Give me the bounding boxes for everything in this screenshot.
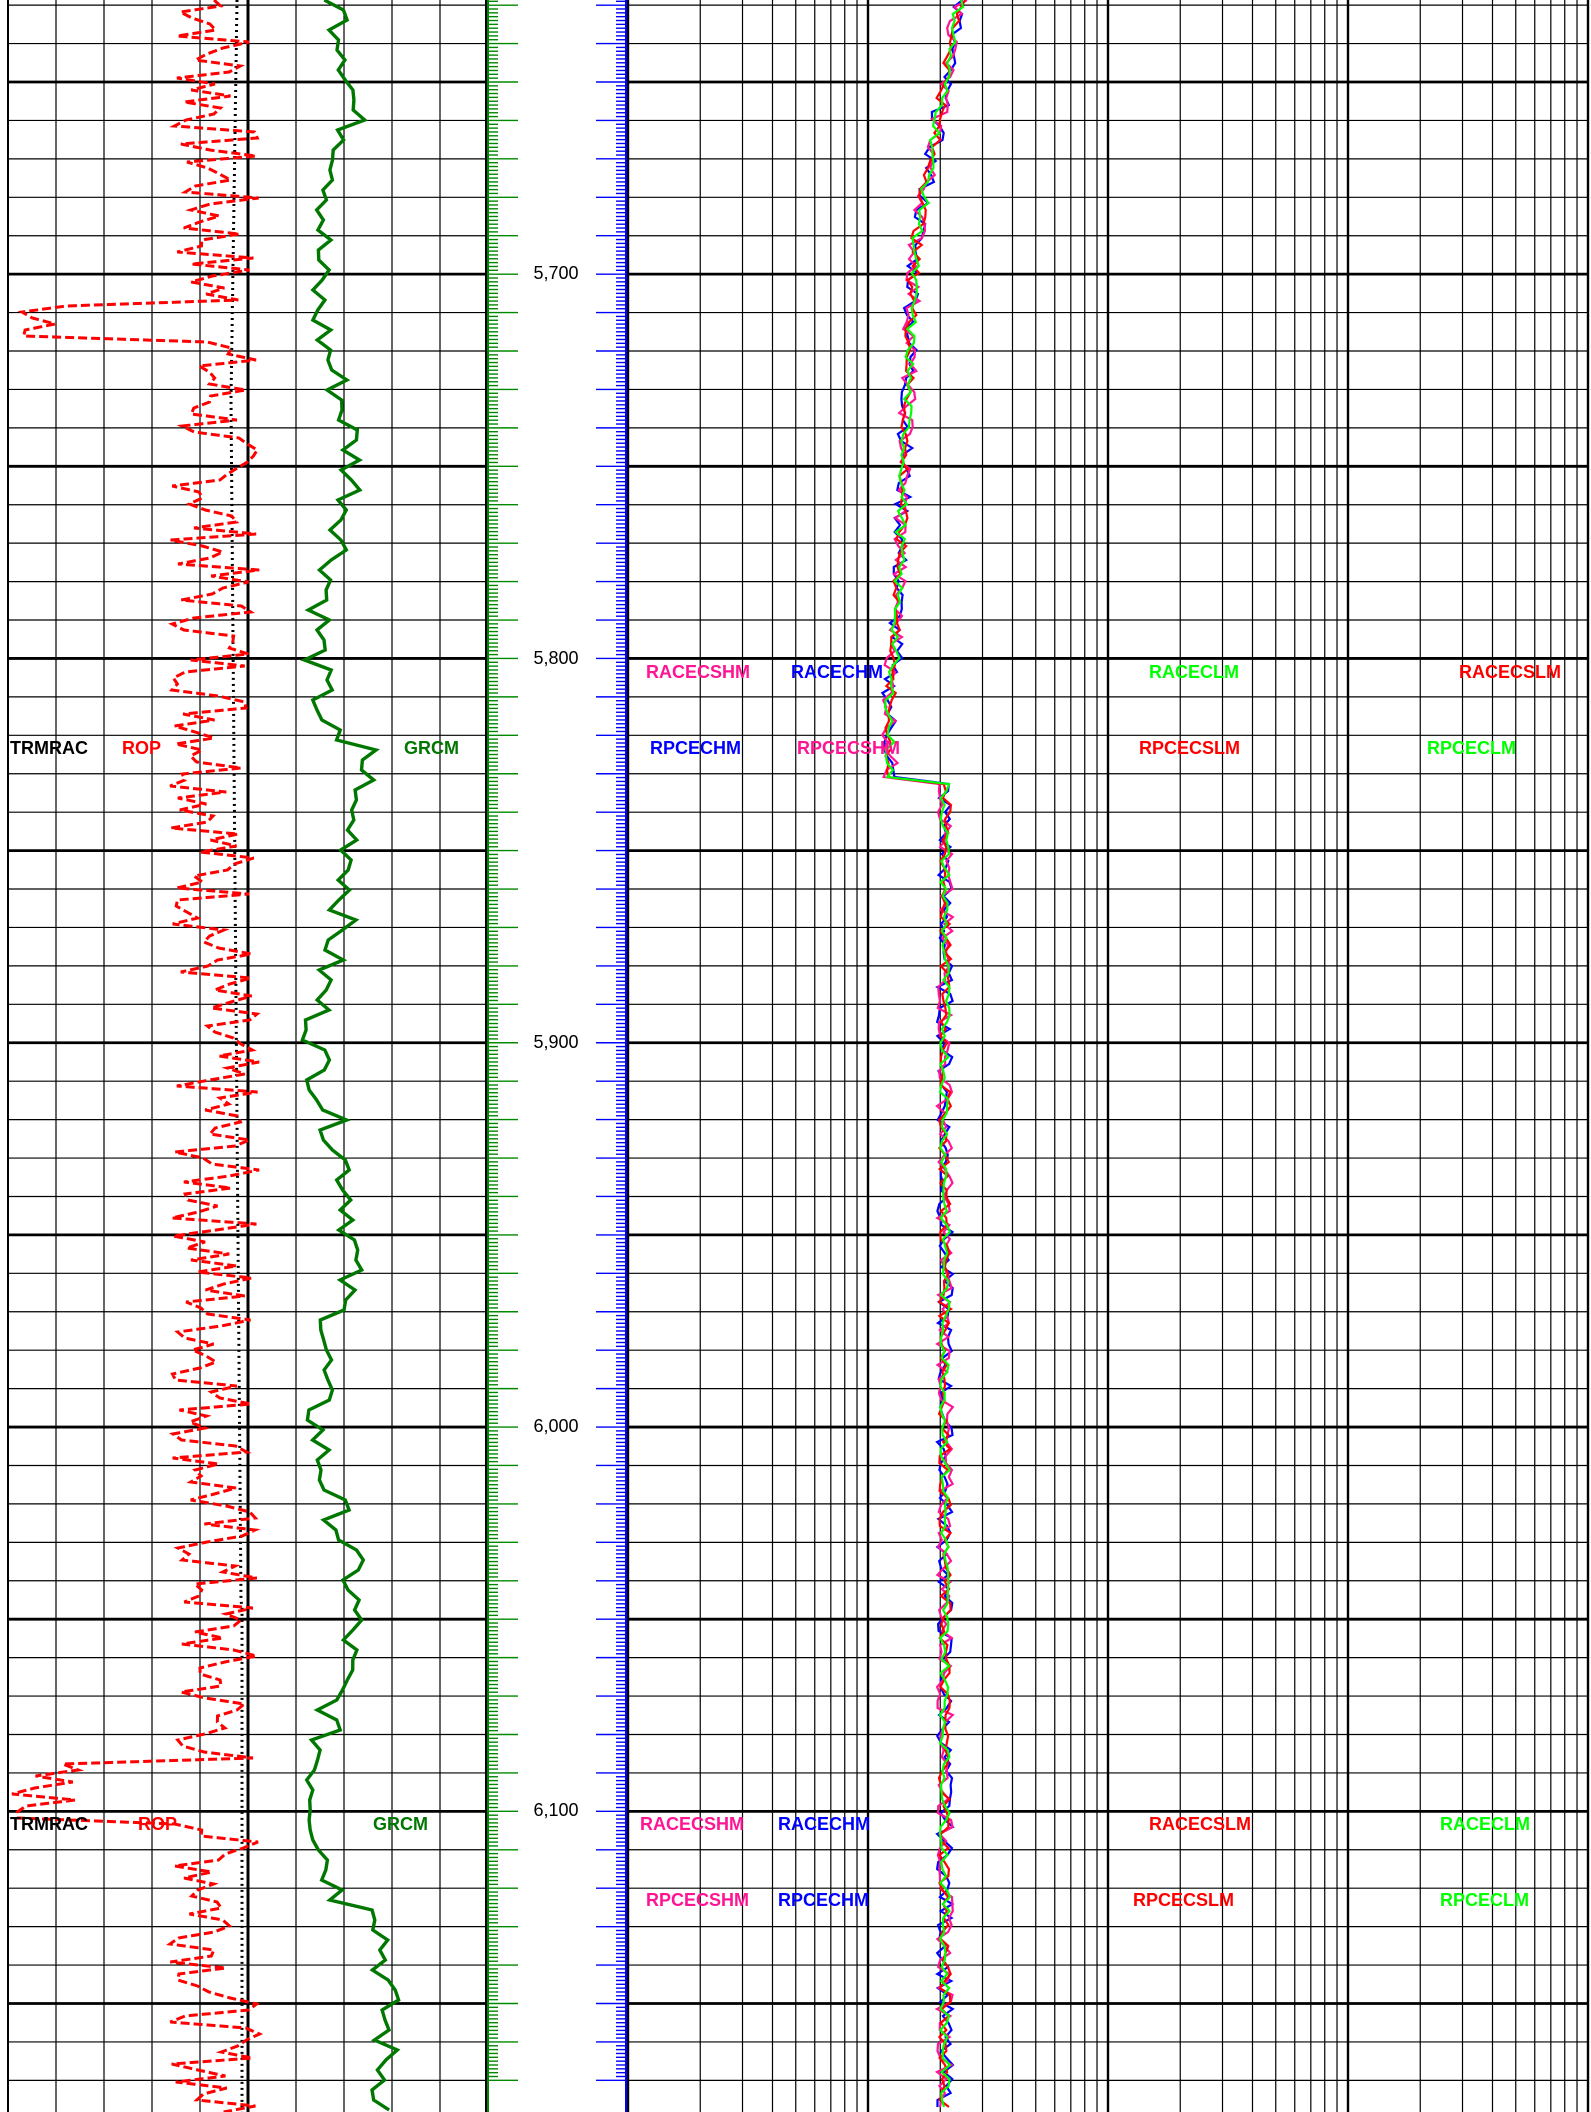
label-rpcecslm: RPCECSLM [1139,738,1240,758]
label-racecslm: RACECSLM [1149,1814,1251,1834]
label-trmrac: TRMRAC [10,1814,88,1834]
label-rop: ROP [138,1814,177,1834]
depth-label-6100: 6,100 [533,1800,578,1820]
label-racechm: RACECHM [791,662,883,682]
label-grcm: GRCM [373,1814,428,1834]
label-rop: ROP [122,738,161,758]
curve-rop [11,0,264,2112]
curve-grcm [300,0,401,2112]
label-racecslm: RACECSLM [1459,662,1561,682]
label-rpceclm: RPCECLM [1440,1890,1529,1910]
track1-curves [11,0,401,2112]
depth-track-ticks [487,0,627,2112]
label-trmrac: TRMRAC [10,738,88,758]
depth-label-5900: 5,900 [533,1032,578,1052]
label-rpcechm: RPCECHM [650,738,741,758]
curve-trmrac [229,0,244,2112]
curve-header-upper: TRMRAC ROP GRCM RACECSHM RACECHM RACECLM… [10,662,1561,758]
curve-racecshm [880,0,968,2108]
curve-racechm [880,0,964,2107]
label-rpcecshm: RPCECSHM [797,738,900,758]
depth-label-5700: 5,700 [533,263,578,283]
track2-grid [626,0,1590,2112]
curve-racecslm [884,0,967,2108]
depth-labels: 5,700 5,800 5,900 6,000 6,100 [533,263,578,1820]
label-rpcecshm: RPCECSHM [646,1890,749,1910]
label-racechm: RACECHM [778,1814,870,1834]
track1-grid [7,0,487,2112]
curve-header-lower: TRMRAC ROP GRCM RACECSHM RACECHM RACECSL… [10,1814,1530,1910]
curve-raceclm [883,0,965,2108]
label-rpcechm: RPCECHM [778,1890,869,1910]
label-grcm: GRCM [404,738,459,758]
label-racecshm: RACECSHM [646,662,750,682]
depth-label-5800: 5,800 [533,648,578,668]
label-raceclm: RACECLM [1149,662,1239,682]
depth-label-6000: 6,000 [533,1416,578,1436]
label-rpceclm: RPCECLM [1427,738,1516,758]
label-racecshm: RACECSHM [640,1814,744,1834]
label-rpcecslm: RPCECSLM [1133,1890,1234,1910]
label-raceclm: RACECLM [1440,1814,1530,1834]
track2-curves [880,0,968,2108]
